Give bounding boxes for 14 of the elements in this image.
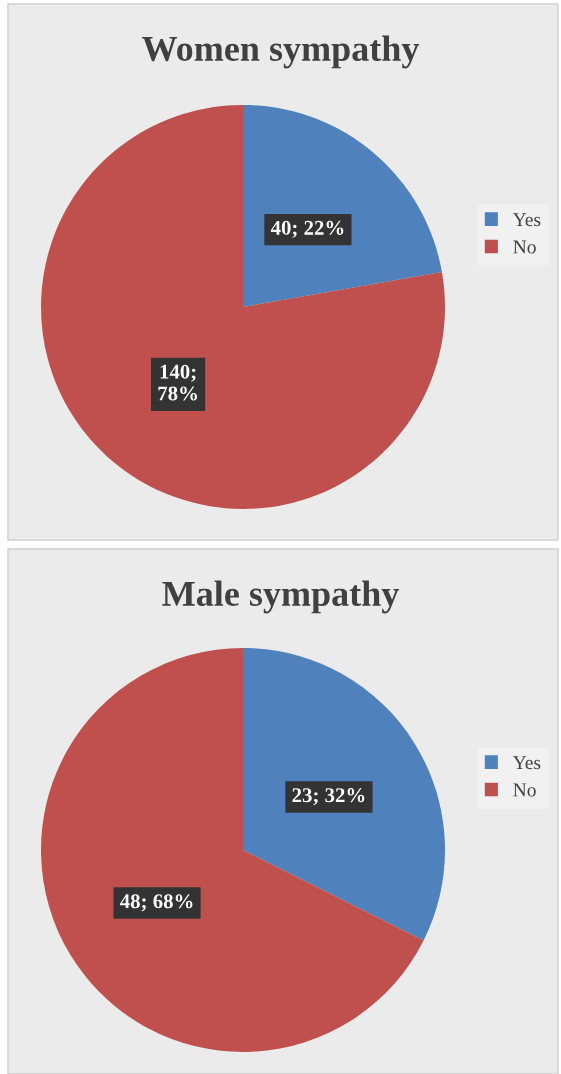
pie-slice (41, 648, 424, 1052)
pie-slice (243, 105, 442, 307)
data-label: 40; 22% (270, 220, 344, 238)
legend-label: Yes (512, 756, 541, 770)
legend-label: No (513, 783, 536, 797)
chart-title: Women sympathy (142, 35, 420, 69)
pie-slice (243, 648, 445, 941)
data-label: 140; 78% (158, 364, 197, 401)
chart-title: Male sympathy (162, 580, 400, 614)
legend-label: Yes (512, 213, 541, 227)
pie-slice (41, 105, 445, 509)
data-label: 48; 68% (120, 894, 193, 912)
legend-label: No (513, 240, 536, 254)
data-label: 23; 32% (292, 788, 365, 806)
